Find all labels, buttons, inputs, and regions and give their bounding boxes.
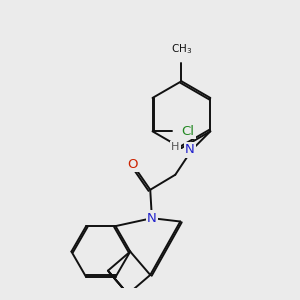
Text: CH$_3$: CH$_3$ xyxy=(171,42,192,56)
Text: N: N xyxy=(147,212,157,225)
Text: H: H xyxy=(171,142,180,152)
Text: Cl: Cl xyxy=(181,125,194,138)
Text: N: N xyxy=(185,143,195,156)
Text: O: O xyxy=(127,158,137,171)
